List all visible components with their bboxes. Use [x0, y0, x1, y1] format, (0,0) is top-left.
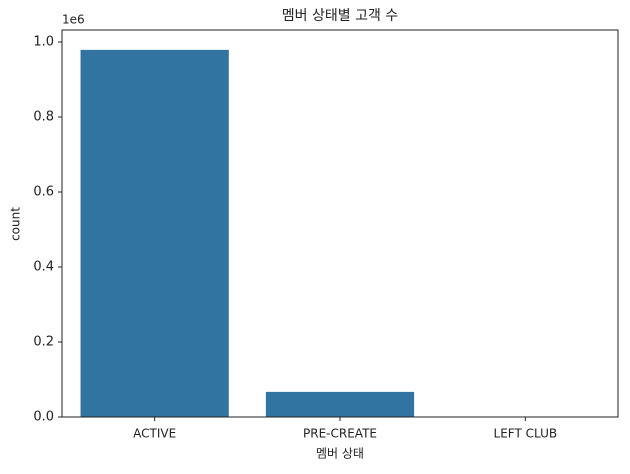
- bar: [81, 50, 229, 417]
- y-tick-label: 0.8: [33, 110, 54, 125]
- y-tick-label: 1.0: [33, 35, 54, 50]
- bar: [266, 392, 414, 417]
- y-tick-label: 0.4: [33, 260, 54, 275]
- x-tick-label: PRE-CREATE: [303, 427, 377, 441]
- y-tick-label: 0.6: [33, 185, 54, 200]
- y-tick-label: 0.2: [33, 335, 54, 350]
- x-tick-label: LEFT CLUB: [494, 427, 558, 441]
- chart-title: 멤버 상태별 고객 수: [282, 8, 399, 24]
- x-axis-label: 멤버 상태: [316, 447, 364, 461]
- y-offset-label: 1e6: [62, 13, 85, 27]
- x-tick-label: ACTIVE: [133, 427, 176, 441]
- y-axis-label: count: [9, 207, 23, 241]
- y-tick-label: 0.0: [33, 410, 54, 425]
